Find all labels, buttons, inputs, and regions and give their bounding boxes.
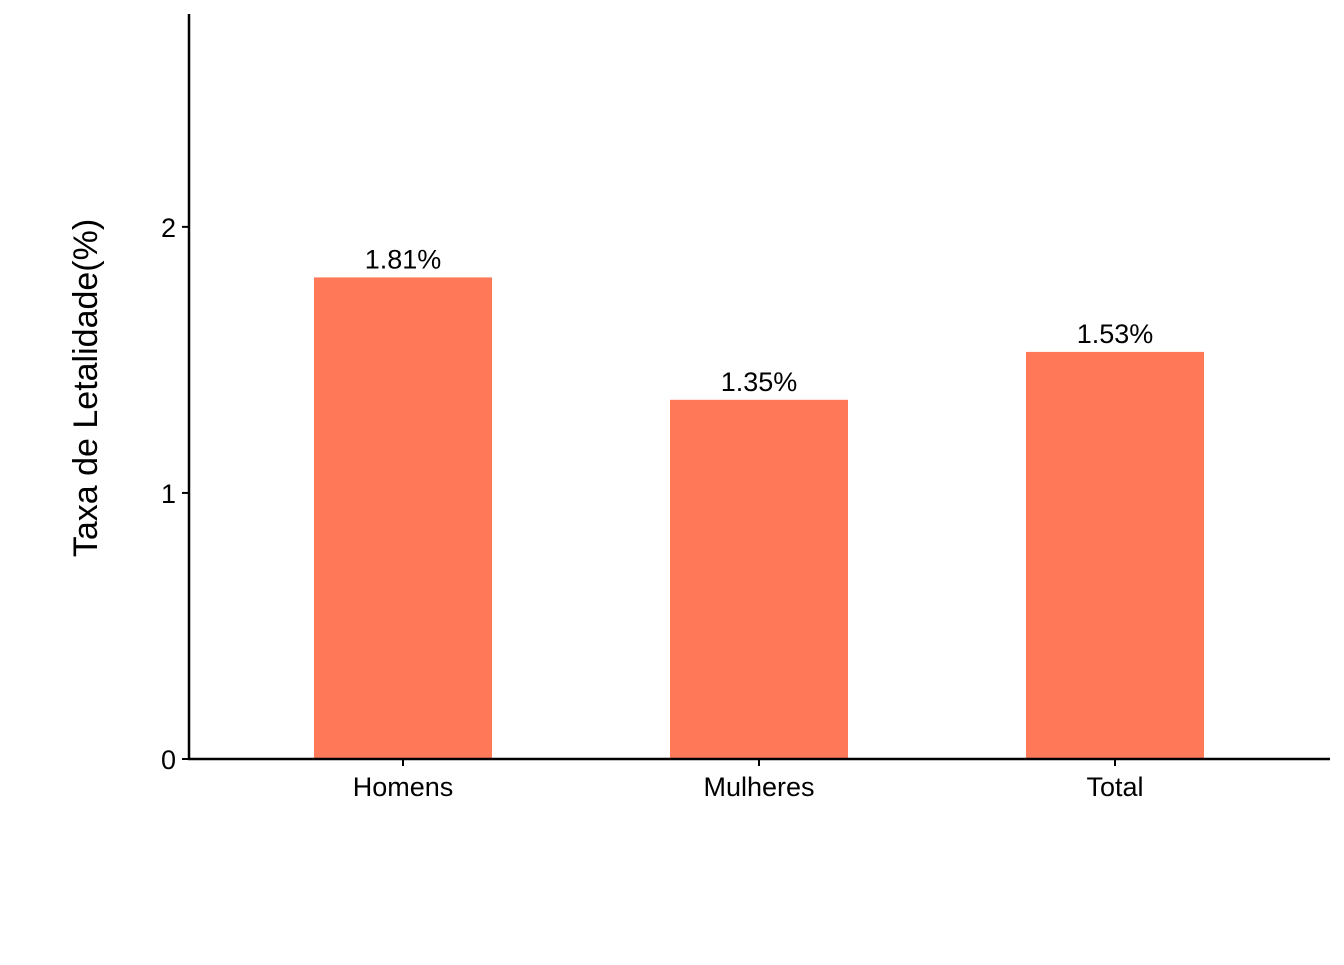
y-axis-title: Taxa de Letalidade(%) xyxy=(67,219,105,557)
x-tick-label-homens: Homens xyxy=(353,772,454,802)
x-tick-label-mulheres: Mulheres xyxy=(703,772,814,802)
ticks-layer xyxy=(182,225,1116,766)
data-label-total: 1.53% xyxy=(1077,319,1154,349)
x-tick-label-total: Total xyxy=(1086,772,1143,802)
bars-layer xyxy=(314,277,1204,759)
y-tick-label: 2 xyxy=(161,213,176,243)
data-label-homens: 1.81% xyxy=(365,244,442,274)
labels-layer: 1.81% Homens 1.35% Mulheres 1.53% Total 0 1 2 xyxy=(161,213,1153,802)
bar-homens xyxy=(314,277,492,759)
bar-total xyxy=(1026,351,1204,759)
bar-mulheres xyxy=(670,399,848,759)
y-tick-label: 0 xyxy=(161,745,176,775)
y-tick-label: 1 xyxy=(161,479,176,509)
data-label-mulheres: 1.35% xyxy=(721,367,798,397)
